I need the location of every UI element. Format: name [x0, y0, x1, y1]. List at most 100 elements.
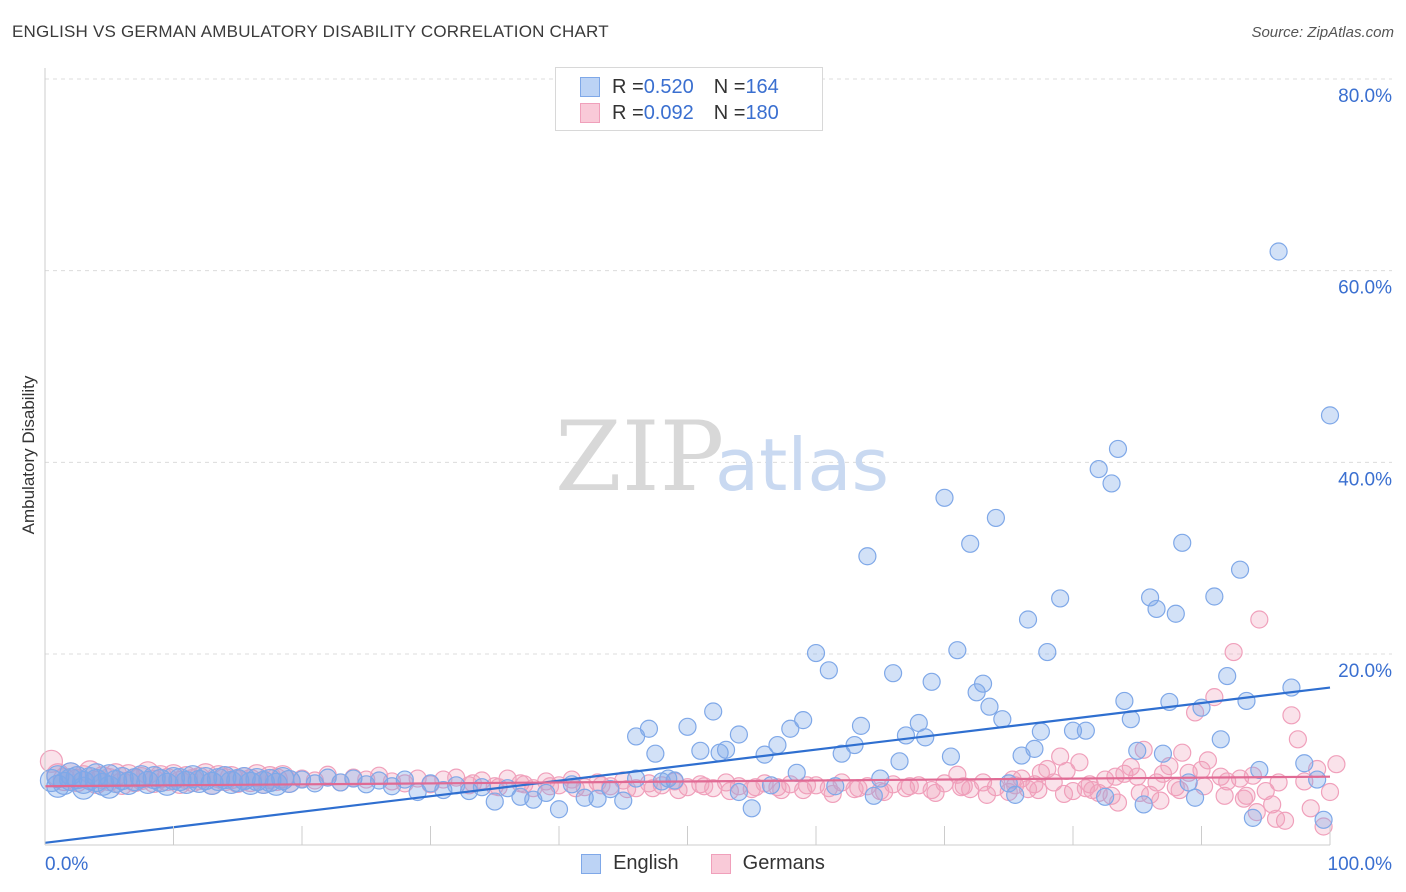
english-point — [1320, 406, 1340, 425]
english-point — [1134, 795, 1153, 814]
english-point — [973, 674, 993, 693]
english-point — [1140, 588, 1160, 607]
germans-point — [746, 778, 765, 797]
english-point — [588, 789, 607, 808]
correlation-legend: R = 0.520 N = 164 R = 0.092 N = 180 — [555, 67, 823, 131]
english-point — [1250, 760, 1269, 780]
english-point — [142, 766, 166, 790]
legend-n-value-english: 164 — [745, 75, 779, 98]
english-point — [1166, 604, 1185, 623]
germans-point — [1327, 755, 1346, 774]
legend-r-label: R = — [612, 75, 644, 98]
english-point — [678, 717, 697, 736]
germans-point — [1151, 791, 1170, 810]
english-point — [729, 725, 749, 744]
english-point — [472, 778, 491, 797]
english-point — [110, 766, 134, 791]
english-point — [961, 534, 980, 553]
english-point — [691, 741, 710, 760]
source-label: Source: ZipAtlas.com — [1251, 24, 1394, 41]
english-trend-line — [44, 686, 1331, 844]
y-tick-label: 20.0% — [1338, 661, 1392, 682]
germans-point — [1263, 795, 1282, 814]
germans-point — [1250, 610, 1269, 629]
english-point — [851, 716, 871, 735]
germans-point — [952, 778, 971, 797]
english-point — [1038, 642, 1057, 662]
legend-row-germans: R = 0.092 N = 180 — [580, 101, 779, 125]
legend-n-value-germans: 180 — [745, 101, 779, 124]
english-point — [787, 763, 806, 782]
english-point — [935, 488, 954, 507]
legend-item-english: English — [581, 852, 679, 875]
germans-point — [1130, 783, 1149, 803]
english-point — [1205, 587, 1224, 606]
english-point — [826, 777, 845, 796]
english-point — [97, 775, 121, 799]
germans-point — [1198, 751, 1218, 770]
english-point — [871, 769, 890, 788]
english-point — [761, 776, 781, 795]
english-point — [1230, 560, 1250, 579]
germans-point — [643, 779, 662, 798]
germans-point — [1054, 784, 1074, 804]
english-point — [1269, 242, 1288, 261]
english-point — [1314, 810, 1333, 829]
english-point — [794, 711, 813, 730]
english-point — [896, 726, 916, 745]
germans-point — [1128, 767, 1147, 786]
germans-point — [1106, 767, 1125, 786]
english-point — [768, 735, 787, 755]
germans-trend-line — [44, 775, 1331, 788]
english-point — [639, 719, 659, 738]
grid: 20.0% 40.0% 60.0% 80.0% — [45, 78, 1392, 682]
english-point — [1102, 474, 1121, 493]
english-point — [1006, 785, 1025, 804]
english-point — [1185, 788, 1205, 807]
english-point — [864, 786, 883, 805]
english-point — [1115, 691, 1134, 711]
germans-point — [1215, 786, 1234, 805]
legend-r-label: R = — [612, 101, 644, 124]
watermark-zip: ZIP — [555, 401, 724, 513]
english-point — [819, 661, 838, 680]
english-point — [1153, 744, 1173, 763]
trend-lines — [44, 686, 1331, 844]
english-point — [1147, 599, 1166, 619]
english-point — [922, 672, 941, 691]
english-point — [1089, 459, 1108, 479]
english-point — [1211, 730, 1230, 749]
germans-point — [1320, 782, 1340, 802]
english-point — [1108, 439, 1128, 459]
english-legend-swatch — [581, 853, 602, 874]
chart-title: ENGLISH VS GERMAN AMBULATORY DISABILITY … — [12, 22, 609, 41]
english-point — [890, 752, 909, 771]
germans-point — [1102, 786, 1121, 805]
english-point — [832, 744, 851, 763]
english-point — [614, 791, 633, 810]
legend-r-value-germans: 0.092 — [643, 101, 694, 124]
germans-swatch — [580, 103, 600, 123]
english-point — [395, 770, 414, 789]
germans-point — [39, 749, 64, 773]
english-point — [1218, 666, 1237, 686]
legend-n-label: N = — [713, 75, 746, 98]
legend-n-label: N = — [713, 101, 746, 124]
legend-english-label: English — [613, 852, 679, 874]
x-tick-label-max: 100.0% — [1328, 854, 1393, 875]
english-point — [1025, 739, 1044, 758]
english-point — [1308, 770, 1327, 789]
germans-point — [1173, 743, 1192, 762]
germans-point — [849, 779, 868, 798]
english-point — [883, 664, 903, 683]
english-point — [1128, 741, 1147, 760]
english-point — [485, 792, 504, 811]
germans-point — [900, 777, 919, 796]
english-point — [941, 747, 961, 766]
y-tick-label: 40.0% — [1338, 469, 1392, 490]
english-point — [549, 800, 569, 819]
germans-point — [926, 783, 945, 803]
germans-legend-swatch — [710, 853, 731, 874]
english-point — [781, 719, 800, 738]
